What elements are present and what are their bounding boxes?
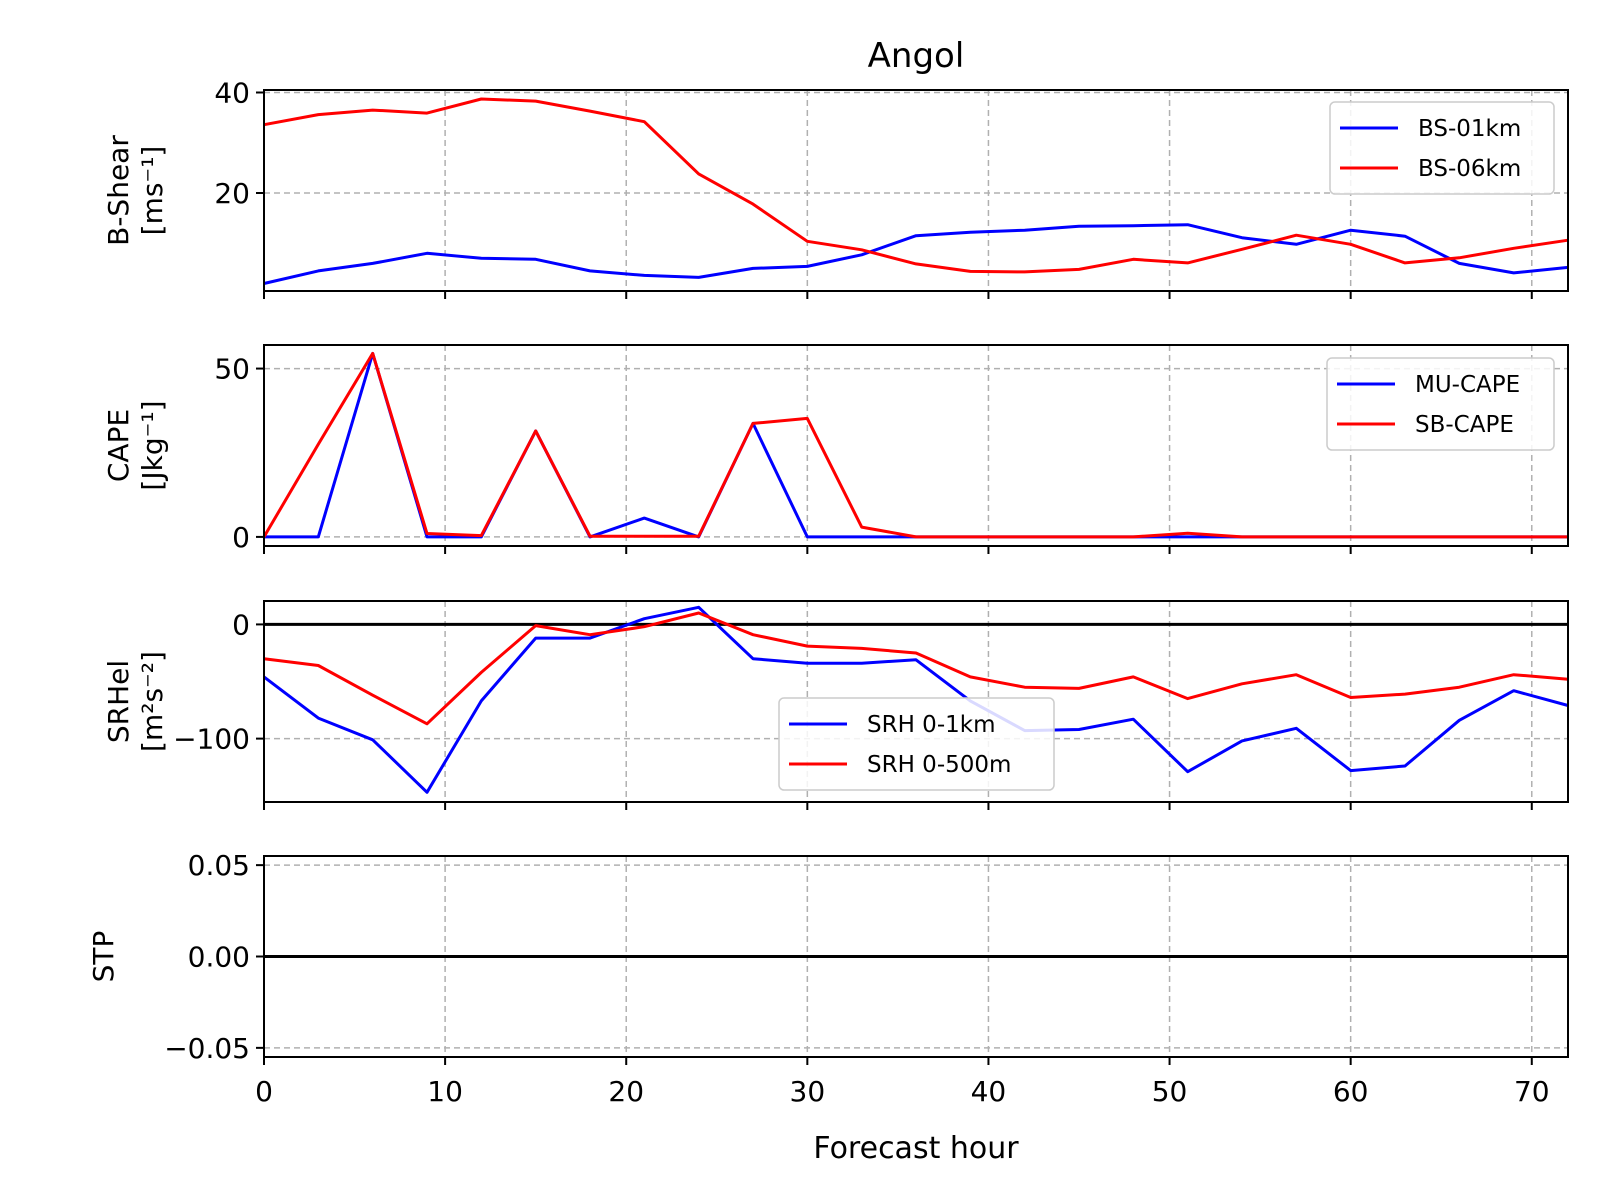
- plot-frame: [263, 855, 1569, 1058]
- legend-label: MU-CAPE: [1415, 372, 1520, 398]
- y-tick-label: 0.05: [188, 849, 250, 882]
- plot-frame: [263, 600, 1569, 803]
- x-tick-label: 70: [1514, 1075, 1550, 1108]
- y-tick-label: −0.05: [164, 1032, 250, 1065]
- y-axis-label: STP: [87, 931, 120, 983]
- chart-title: Angol: [868, 36, 965, 76]
- x-tick-label: 0: [255, 1075, 273, 1108]
- x-tick-label: 20: [608, 1075, 644, 1108]
- y-axis-label: [Jkg⁻¹]: [136, 400, 169, 490]
- y-tick-label: 0: [232, 521, 250, 554]
- y-axis-label: [m²s⁻²]: [136, 651, 169, 752]
- x-tick-label: 40: [971, 1075, 1007, 1108]
- y-tick-label: 40: [214, 77, 250, 110]
- y-axis-label: CAPE: [102, 409, 135, 482]
- panel-2: 0 50 CAPE [Jkg⁻¹] MU-CAPE SB-CAPE: [102, 344, 1569, 554]
- x-axis-label: Forecast hour: [813, 1131, 1019, 1166]
- y-tick-label: 20: [214, 177, 250, 210]
- legend-label: SB-CAPE: [1415, 412, 1514, 438]
- panel-3: −100 0 SRHel [m²s⁻²] SRH 0-1km SRH 0-500m: [102, 600, 1569, 810]
- legend-box: [1326, 357, 1555, 451]
- legend-label: SRH 0-500m: [867, 752, 1011, 778]
- legend-box: [1329, 101, 1555, 195]
- legend-label: SRH 0-1km: [867, 712, 995, 738]
- x-tick-label: 50: [1152, 1075, 1188, 1108]
- legend-box: [778, 697, 1055, 791]
- legend-label: BS-01km: [1418, 116, 1521, 142]
- panel-1: 20 40 B-Shear [ms⁻¹] BS-01km BS-06km: [102, 77, 1569, 299]
- series-line-1: [263, 605, 1569, 794]
- panel-4: 0 10 20 30 40 50 60 70 −0.05 0.00 0.05 STP: [87, 849, 1569, 1108]
- x-tick-label: 10: [427, 1075, 463, 1108]
- y-axis-label: SRHel: [102, 660, 135, 743]
- y-axis-label: [ms⁻¹]: [136, 146, 169, 236]
- series-line-1: [263, 223, 1569, 285]
- x-tick-label: 60: [1333, 1075, 1369, 1108]
- y-tick-label: 0: [232, 608, 250, 641]
- legend-label: BS-06km: [1418, 156, 1521, 182]
- x-tick-label: 30: [790, 1075, 826, 1108]
- chart-panels: 20 40 B-Shear [ms⁻¹] BS-01km BS-06km 0 50 CAPE [J…: [87, 77, 1569, 1108]
- series-line-2: [263, 97, 1569, 274]
- plot-frame: [263, 89, 1569, 292]
- y-tick-label: 0.00: [188, 941, 250, 974]
- plot-frame: [263, 344, 1569, 547]
- series-line-2: [263, 611, 1569, 726]
- y-tick-label: 50: [214, 353, 250, 386]
- y-tick-label: −100: [173, 723, 250, 756]
- series-line-2: [262, 351, 1568, 539]
- y-axis-label: B-Shear: [102, 135, 135, 246]
